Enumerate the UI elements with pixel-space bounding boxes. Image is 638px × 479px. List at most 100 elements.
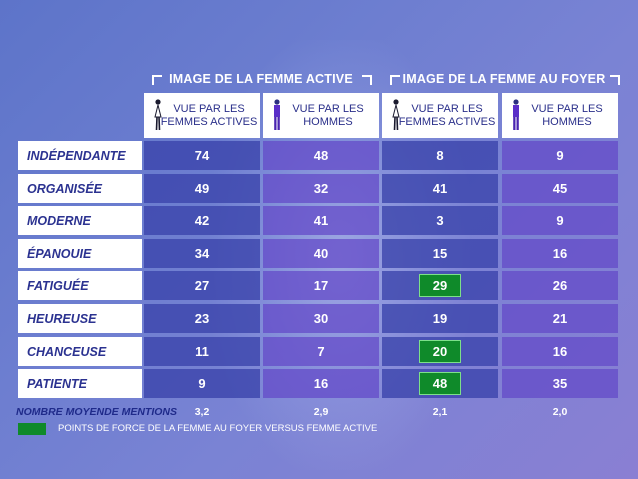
column-header-line2: HOMMES bbox=[542, 115, 592, 128]
table-cell: 23 bbox=[144, 304, 260, 333]
cell-value: 9 bbox=[198, 376, 206, 391]
column-header: VUE PAR LES FEMMES ACTIVES bbox=[382, 93, 498, 138]
table-cell: 45 bbox=[502, 174, 618, 203]
row-label: CHANCEUSE bbox=[18, 337, 142, 366]
table-cell: 41 bbox=[382, 174, 498, 203]
cell-value: 48 bbox=[313, 148, 329, 163]
cell-value: 35 bbox=[552, 376, 568, 391]
cell-value: 40 bbox=[313, 246, 329, 261]
table-cell: 20 bbox=[382, 337, 498, 366]
column-header-line2: FEMMES ACTIVES bbox=[398, 115, 496, 128]
cell-value: 7 bbox=[317, 344, 325, 359]
cell-value: 49 bbox=[194, 181, 210, 196]
row-label: MODERNE bbox=[18, 206, 142, 235]
table-cell: 42 bbox=[144, 206, 260, 235]
group-bracket-left bbox=[390, 75, 400, 85]
table-cell: 40 bbox=[263, 239, 379, 268]
column-header-line1: VUE PAR LES bbox=[292, 102, 364, 115]
table-cell: 48 bbox=[263, 141, 379, 170]
group-bracket-left bbox=[152, 75, 162, 85]
table-cell: 32 bbox=[263, 174, 379, 203]
table-cell: 35 bbox=[502, 369, 618, 398]
table-cell: 15 bbox=[382, 239, 498, 268]
cell-value: 23 bbox=[194, 311, 210, 326]
table-cell: 16 bbox=[263, 369, 379, 398]
row-label: INDÉPENDANTE bbox=[18, 141, 142, 170]
woman-icon bbox=[392, 99, 400, 131]
table-cell: 11 bbox=[144, 337, 260, 366]
cell-value: 30 bbox=[313, 311, 329, 326]
table-cell: 9 bbox=[502, 206, 618, 235]
table-cell: 9 bbox=[502, 141, 618, 170]
table-cell: 7 bbox=[263, 337, 379, 366]
average-value: 2,9 bbox=[313, 406, 329, 418]
table-cell: 27 bbox=[144, 271, 260, 300]
column-header: VUE PAR LES FEMMES ACTIVES bbox=[144, 93, 260, 138]
average-value: 3,2 bbox=[194, 406, 210, 418]
column-header: VUE PAR LES HOMMES bbox=[263, 93, 379, 138]
woman-icon bbox=[154, 99, 162, 131]
table-cell: 16 bbox=[502, 239, 618, 268]
table-cell: 30 bbox=[263, 304, 379, 333]
table-cell: 26 bbox=[502, 271, 618, 300]
average-value: 2,0 bbox=[552, 406, 568, 418]
cell-value: 9 bbox=[556, 213, 564, 228]
average-value: 2,1 bbox=[432, 406, 448, 418]
cell-value: 9 bbox=[556, 148, 564, 163]
group-header-femme-active: IMAGE DE LA FEMME ACTIVE bbox=[169, 72, 353, 86]
cell-value: 17 bbox=[313, 278, 329, 293]
highlighted-value: 48 bbox=[419, 372, 461, 395]
cell-value: 41 bbox=[432, 181, 448, 196]
column-header-line2: HOMMES bbox=[303, 115, 353, 128]
table-cell: 8 bbox=[382, 141, 498, 170]
table-cell: 34 bbox=[144, 239, 260, 268]
cell-value: 21 bbox=[552, 311, 568, 326]
cell-value: 16 bbox=[552, 344, 568, 359]
table-cell: 21 bbox=[502, 304, 618, 333]
table-cell: 16 bbox=[502, 337, 618, 366]
average-label: NOMBRE MOYENDE MENTIONS bbox=[16, 406, 178, 418]
cell-value: 27 bbox=[194, 278, 210, 293]
cell-value: 15 bbox=[432, 246, 448, 261]
table-cell: 74 bbox=[144, 141, 260, 170]
column-header-line1: VUE PAR LES bbox=[411, 102, 483, 115]
cell-value: 74 bbox=[194, 148, 210, 163]
column-header-line1: VUE PAR LES bbox=[531, 102, 603, 115]
row-label: ÉPANOUIE bbox=[18, 239, 142, 268]
cell-value: 42 bbox=[194, 213, 210, 228]
highlighted-value: 29 bbox=[419, 274, 461, 297]
column-header-line2: FEMMES ACTIVES bbox=[160, 115, 258, 128]
cell-value: 3 bbox=[436, 213, 444, 228]
row-label: HEUREUSE bbox=[18, 304, 142, 333]
man-icon bbox=[274, 99, 280, 130]
legend-text: POINTS DE FORCE DE LA FEMME AU FOYER VER… bbox=[58, 423, 378, 434]
table-cell: 29 bbox=[382, 271, 498, 300]
table-cell: 17 bbox=[263, 271, 379, 300]
man-icon bbox=[513, 99, 519, 130]
group-header-femme-au-foyer: IMAGE DE LA FEMME AU FOYER bbox=[402, 72, 606, 86]
legend-swatch bbox=[18, 423, 46, 435]
cell-value: 45 bbox=[552, 181, 568, 196]
row-label: PATIENTE bbox=[18, 369, 142, 398]
cell-value: 8 bbox=[436, 148, 444, 163]
column-header: VUE PAR LES HOMMES bbox=[502, 93, 618, 138]
row-label: ORGANISÉE bbox=[18, 174, 142, 203]
cell-value: 19 bbox=[432, 311, 448, 326]
cell-value: 34 bbox=[194, 246, 210, 261]
column-header-line1: VUE PAR LES bbox=[173, 102, 245, 115]
table-cell: 48 bbox=[382, 369, 498, 398]
table-cell: 9 bbox=[144, 369, 260, 398]
table-cell: 49 bbox=[144, 174, 260, 203]
cell-value: 16 bbox=[313, 376, 329, 391]
group-bracket-right bbox=[362, 75, 372, 85]
cell-value: 41 bbox=[313, 213, 329, 228]
table-cell: 19 bbox=[382, 304, 498, 333]
cell-value: 16 bbox=[552, 246, 568, 261]
cell-value: 26 bbox=[552, 278, 568, 293]
group-bracket-right bbox=[610, 75, 620, 85]
cell-value: 11 bbox=[195, 344, 209, 359]
highlighted-value: 20 bbox=[419, 340, 461, 363]
table-cell: 3 bbox=[382, 206, 498, 235]
row-label: FATIGUÉE bbox=[18, 271, 142, 300]
cell-value: 32 bbox=[313, 181, 329, 196]
